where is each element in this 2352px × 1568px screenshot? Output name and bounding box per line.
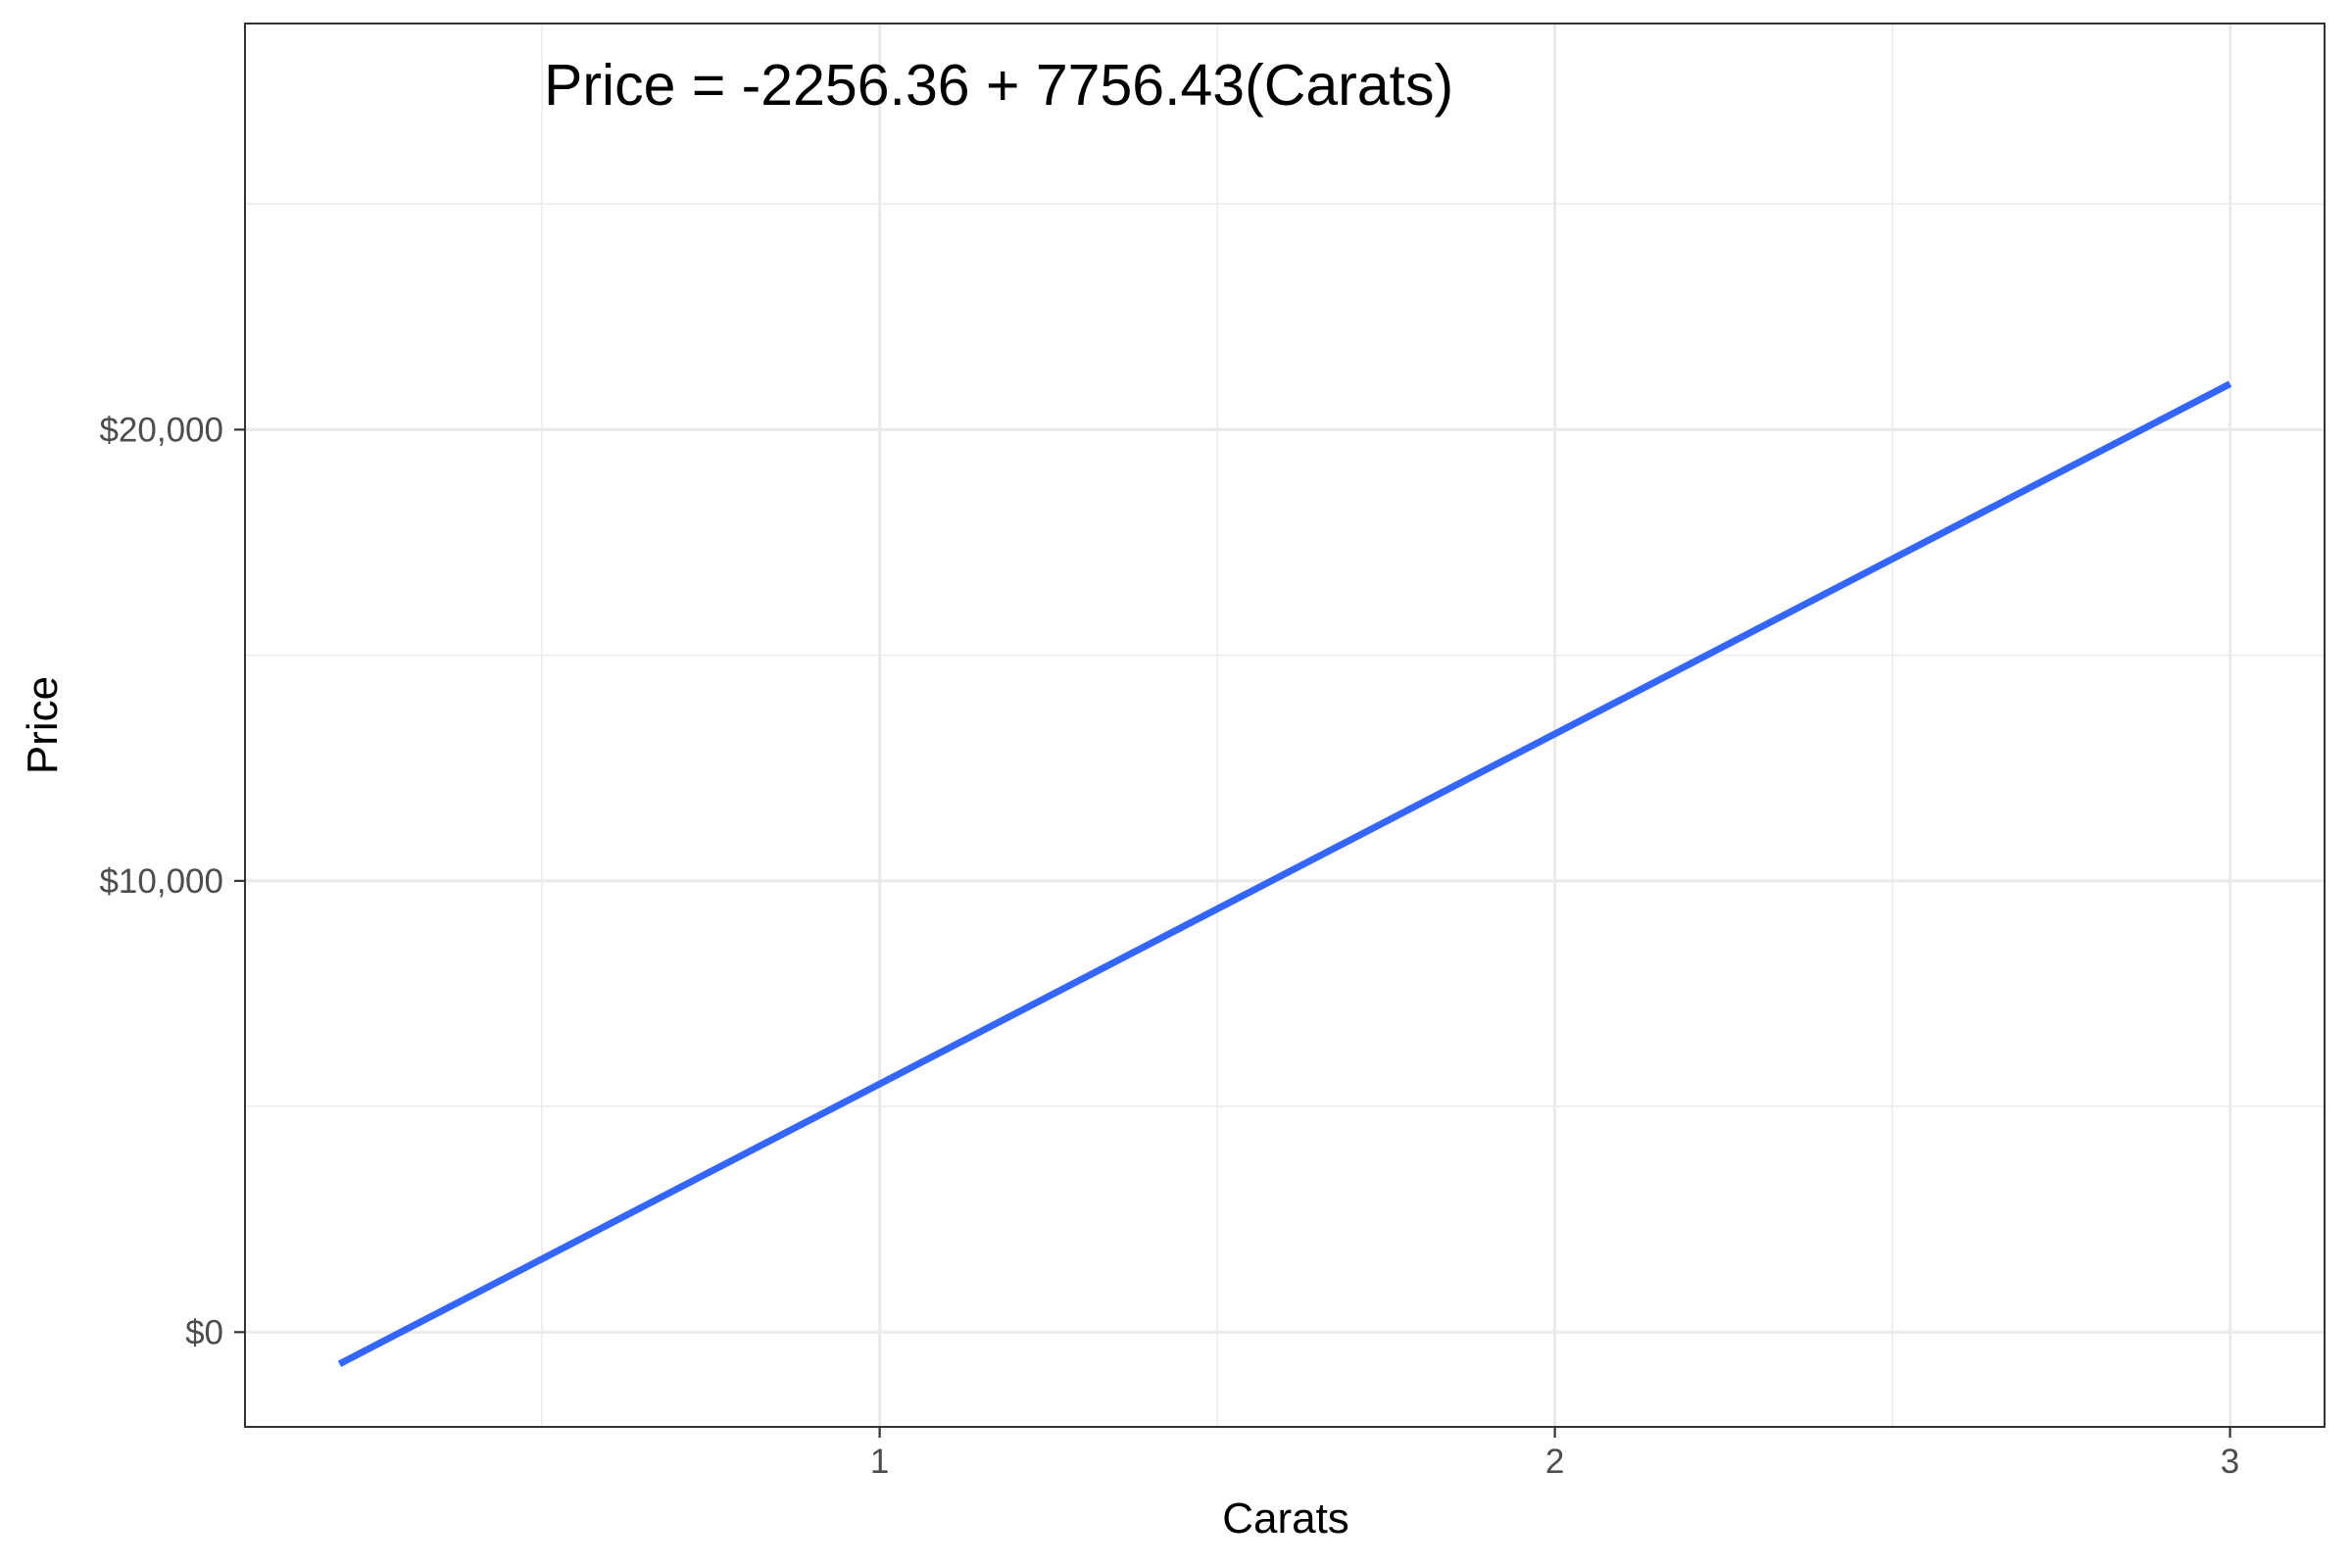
x-tick-label: 3: [2221, 1443, 2239, 1481]
y-axis-title: Price: [19, 676, 67, 774]
axis-tick-labels: 1 2 3 $0 $10,000 $20,000: [99, 411, 2239, 1481]
x-axis-title: Carats: [1222, 1494, 1349, 1543]
regression-line: [337, 380, 2232, 1367]
series-layer: [337, 380, 2232, 1367]
regression-equation: Price = -2256.36 + 7756.43(Carats): [544, 53, 1453, 118]
axis-ticks: [234, 428, 2231, 1438]
minor-gridlines: [245, 24, 2325, 1427]
major-gridlines: [245, 24, 2325, 1427]
panel-border: [244, 23, 2326, 1428]
y-tick-label: $0: [185, 1313, 223, 1351]
x-tick-label: 1: [870, 1443, 889, 1481]
y-tick-label: $10,000: [99, 862, 223, 901]
x-tick-label: 2: [1545, 1443, 1564, 1481]
y-tick-label: $20,000: [99, 411, 223, 449]
